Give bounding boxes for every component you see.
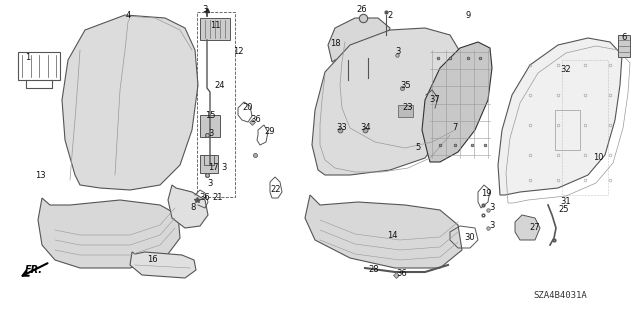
Polygon shape [62, 15, 198, 190]
Text: 13: 13 [35, 170, 45, 180]
Text: 32: 32 [561, 65, 572, 75]
Bar [197, 12, 235, 197]
Bar [200, 18, 230, 40]
Polygon shape [168, 185, 208, 228]
Text: 15: 15 [205, 110, 215, 120]
Text: 36: 36 [397, 269, 408, 278]
Bar [555, 110, 580, 150]
Bar [200, 115, 220, 137]
Text: 36: 36 [251, 115, 261, 124]
Text: 4: 4 [125, 11, 131, 20]
Text: 26: 26 [356, 5, 367, 14]
Text: 29: 29 [265, 128, 275, 137]
Polygon shape [515, 215, 540, 240]
Text: 27: 27 [530, 224, 540, 233]
Text: FR.: FR. [25, 265, 43, 275]
Polygon shape [312, 28, 462, 175]
Text: 14: 14 [387, 232, 397, 241]
Polygon shape [422, 42, 492, 162]
Text: 21: 21 [212, 194, 223, 203]
Text: 3: 3 [208, 129, 214, 137]
Text: 18: 18 [330, 40, 340, 48]
Text: 8: 8 [190, 204, 196, 212]
Polygon shape [305, 195, 462, 268]
Text: SZA4B4031A: SZA4B4031A [533, 291, 587, 300]
Polygon shape [498, 38, 622, 195]
Bar [18, 52, 60, 80]
Bar [200, 155, 218, 173]
Text: 22: 22 [271, 186, 281, 195]
Text: 33: 33 [337, 123, 348, 132]
Text: 20: 20 [243, 103, 253, 113]
Text: 1: 1 [26, 54, 31, 63]
Text: 23: 23 [403, 103, 413, 113]
Bar [618, 35, 630, 57]
Bar [398, 105, 413, 117]
Text: 6: 6 [621, 33, 627, 42]
Text: 7: 7 [452, 123, 458, 132]
Text: 3: 3 [396, 48, 401, 56]
Polygon shape [130, 252, 196, 278]
Text: 36: 36 [200, 194, 211, 203]
Text: 11: 11 [210, 21, 220, 31]
Text: 31: 31 [561, 197, 572, 206]
Text: 30: 30 [465, 234, 476, 242]
Text: 5: 5 [415, 144, 420, 152]
Text: 35: 35 [401, 81, 412, 91]
Text: 3: 3 [202, 5, 208, 14]
Text: 37: 37 [429, 95, 440, 105]
Text: 2: 2 [387, 11, 392, 20]
Text: 12: 12 [233, 48, 243, 56]
Polygon shape [328, 18, 390, 62]
Text: 3: 3 [207, 179, 212, 188]
Text: 19: 19 [481, 189, 492, 198]
Text: 10: 10 [593, 153, 604, 162]
Polygon shape [38, 198, 180, 268]
Text: 25: 25 [559, 205, 569, 214]
Text: 24: 24 [215, 81, 225, 91]
Text: 17: 17 [208, 164, 218, 173]
Text: 3: 3 [490, 204, 495, 212]
Text: 3: 3 [221, 164, 227, 173]
Text: 3: 3 [490, 221, 495, 231]
Text: 34: 34 [361, 123, 371, 132]
Text: 16: 16 [147, 256, 157, 264]
Text: 9: 9 [465, 11, 470, 20]
Text: 28: 28 [369, 265, 380, 275]
